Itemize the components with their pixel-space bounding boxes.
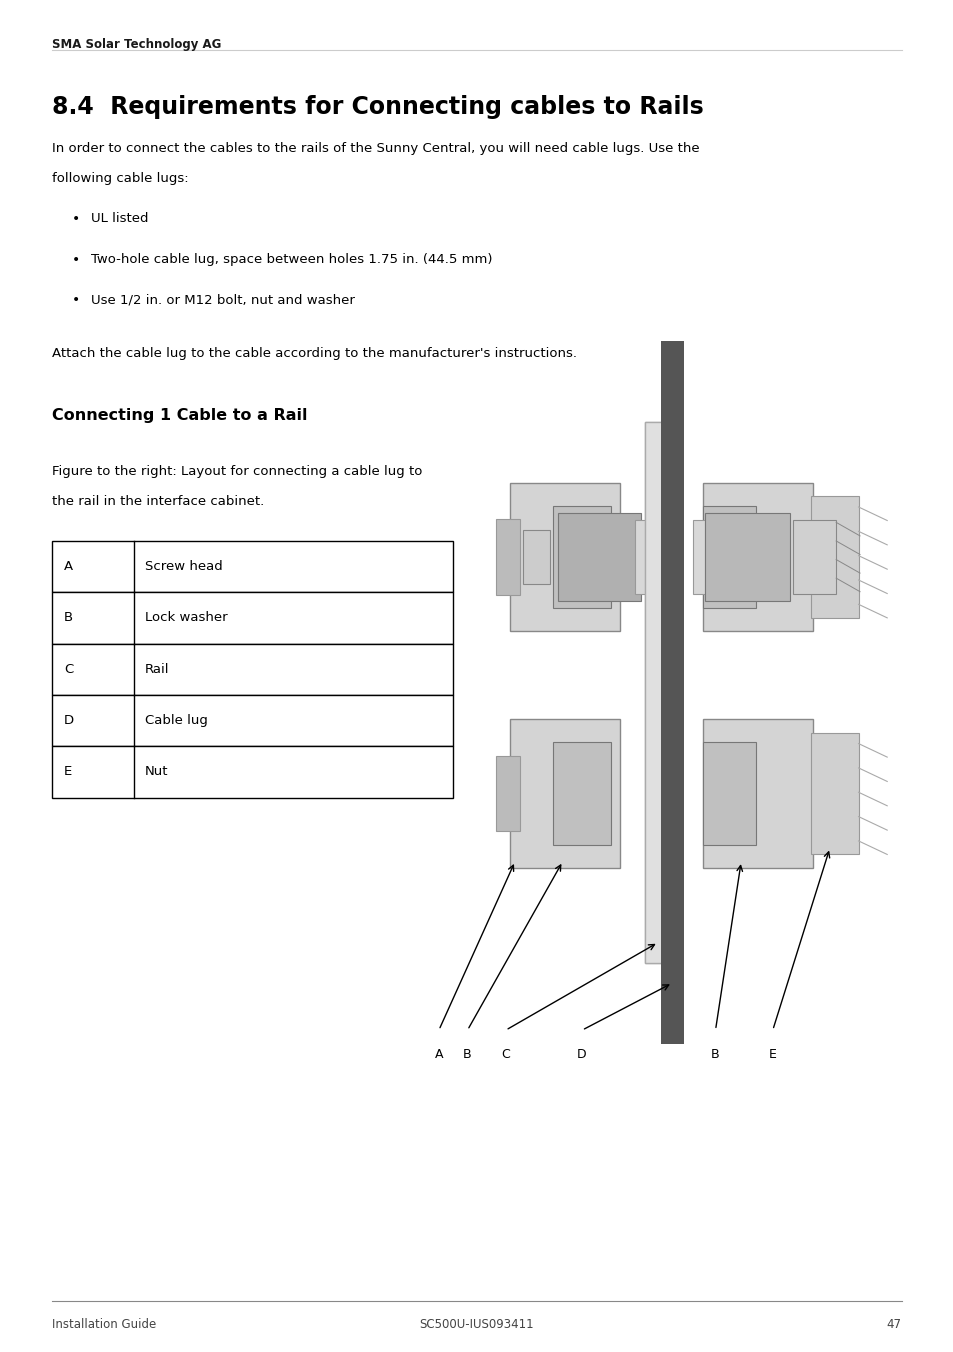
- Text: B: B: [710, 1048, 720, 1061]
- Bar: [52, 644, 453, 695]
- Text: 8.4  Requirements for Connecting cables to Rails: 8.4 Requirements for Connecting cables t…: [52, 95, 703, 119]
- Text: following cable lugs:: following cable lugs:: [52, 172, 189, 185]
- Bar: [702, 506, 755, 608]
- Bar: [496, 756, 519, 831]
- Text: E: E: [64, 765, 72, 779]
- Text: A: A: [64, 560, 73, 573]
- Bar: [52, 592, 453, 644]
- Bar: [553, 742, 610, 845]
- Bar: [659, 341, 684, 1044]
- Text: •: •: [71, 212, 80, 226]
- Text: A: A: [435, 1048, 442, 1061]
- Bar: [510, 719, 619, 868]
- Bar: [659, 341, 684, 1044]
- Bar: [703, 514, 789, 602]
- Text: Cable lug: Cable lug: [145, 714, 208, 727]
- Bar: [510, 483, 619, 631]
- Text: Screw head: Screw head: [145, 560, 222, 573]
- Bar: [702, 483, 812, 631]
- Text: SMA Solar Technology AG: SMA Solar Technology AG: [52, 38, 222, 51]
- Text: C: C: [500, 1048, 510, 1061]
- Text: Connecting 1 Cable to a Rail: Connecting 1 Cable to a Rail: [52, 408, 308, 423]
- Text: D: D: [577, 1048, 586, 1061]
- Bar: [644, 422, 680, 963]
- Bar: [810, 496, 858, 618]
- Bar: [496, 519, 519, 595]
- Text: D: D: [64, 714, 74, 727]
- Bar: [635, 521, 644, 595]
- Text: Nut: Nut: [145, 765, 169, 779]
- Bar: [792, 521, 835, 595]
- Bar: [522, 530, 549, 584]
- Text: UL listed: UL listed: [91, 212, 148, 226]
- Bar: [810, 733, 858, 854]
- Text: •: •: [71, 293, 80, 307]
- Bar: [52, 746, 453, 798]
- Text: SC500U-IUS093411: SC500U-IUS093411: [419, 1318, 534, 1332]
- Text: In order to connect the cables to the rails of the Sunny Central, you will need : In order to connect the cables to the ra…: [52, 142, 700, 155]
- Text: E: E: [768, 1048, 776, 1061]
- Text: Use 1/2 in. or M12 bolt, nut and washer: Use 1/2 in. or M12 bolt, nut and washer: [91, 293, 355, 307]
- Bar: [52, 541, 453, 592]
- Bar: [702, 742, 755, 845]
- Bar: [644, 422, 680, 963]
- Text: Attach the cable lug to the cable according to the manufacturer's instructions.: Attach the cable lug to the cable accord…: [52, 347, 577, 361]
- Text: •: •: [71, 253, 80, 266]
- Text: Lock washer: Lock washer: [145, 611, 228, 625]
- Text: C: C: [64, 662, 73, 676]
- Text: Figure to the right: Layout for connecting a cable lug to: Figure to the right: Layout for connecti…: [52, 465, 422, 479]
- Text: 47: 47: [885, 1318, 901, 1332]
- Bar: [553, 506, 610, 608]
- Text: Rail: Rail: [145, 662, 170, 676]
- Bar: [52, 695, 453, 746]
- Bar: [558, 514, 640, 602]
- Text: Two-hole cable lug, space between holes 1.75 in. (44.5 mm): Two-hole cable lug, space between holes …: [91, 253, 492, 266]
- Bar: [692, 521, 703, 595]
- Text: B: B: [64, 611, 73, 625]
- Text: the rail in the interface cabinet.: the rail in the interface cabinet.: [52, 495, 264, 508]
- Text: Installation Guide: Installation Guide: [52, 1318, 156, 1332]
- Bar: [702, 719, 812, 868]
- Text: B: B: [462, 1048, 472, 1061]
